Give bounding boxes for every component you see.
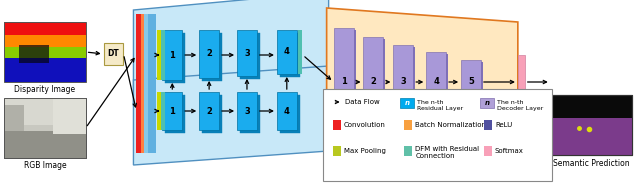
Bar (145, 14, 148, 102)
Bar (480, 98, 494, 108)
Bar (141, 83, 145, 153)
Text: 2: 2 (206, 106, 212, 115)
Text: 2: 2 (371, 77, 376, 86)
Bar (4, 98, 86, 158)
Bar (240, 95, 260, 133)
Bar (428, 54, 448, 114)
FancyBboxPatch shape (323, 89, 552, 181)
Bar (152, 14, 156, 102)
Text: Convolution: Convolution (344, 122, 385, 128)
Bar (165, 33, 185, 83)
Polygon shape (134, 0, 328, 106)
Bar (277, 92, 297, 130)
Bar (161, 92, 165, 130)
Bar (53, 98, 86, 134)
Bar (484, 120, 492, 130)
Text: RGB Image: RGB Image (24, 161, 66, 171)
Bar (136, 14, 141, 102)
Text: Semantic Prediction: Semantic Prediction (553, 158, 630, 168)
Bar (396, 46, 415, 121)
Bar (237, 92, 257, 130)
Text: 4: 4 (284, 106, 290, 115)
Text: 5: 5 (468, 77, 474, 86)
Text: 4: 4 (433, 77, 439, 86)
Bar (298, 30, 301, 74)
Bar (4, 58, 86, 82)
Text: Max Pooling: Max Pooling (344, 148, 385, 154)
Bar (199, 30, 219, 78)
Bar (4, 22, 86, 35)
Bar (364, 37, 383, 127)
Bar (4, 131, 86, 158)
Bar (152, 83, 156, 153)
Bar (333, 146, 340, 156)
Bar (550, 95, 632, 155)
Text: 1: 1 (170, 51, 175, 59)
Bar (161, 30, 165, 80)
Text: Data Flow: Data Flow (344, 99, 380, 105)
Bar (141, 14, 145, 102)
Text: DFM with Residual
Connection: DFM with Residual Connection (415, 146, 479, 159)
Bar (518, 55, 525, 133)
Bar (104, 43, 124, 65)
Bar (365, 39, 385, 129)
Bar (394, 45, 413, 120)
Bar (404, 120, 412, 130)
Bar (157, 92, 161, 130)
Bar (148, 14, 152, 102)
Bar (461, 59, 481, 105)
Bar (280, 33, 300, 77)
Text: The n-th
Decoder Layer: The n-th Decoder Layer (497, 100, 543, 111)
Text: Batch Normalization: Batch Normalization (415, 122, 486, 128)
Text: n: n (404, 100, 410, 106)
Bar (4, 98, 86, 158)
Bar (280, 95, 300, 133)
Bar (550, 118, 632, 155)
Bar (145, 83, 148, 153)
Bar (163, 92, 182, 130)
Text: Disparity Image: Disparity Image (14, 86, 76, 95)
Bar (4, 22, 86, 82)
Bar (165, 95, 185, 133)
Text: The n-th
Residual Layer: The n-th Residual Layer (417, 100, 463, 111)
Text: 1: 1 (170, 106, 175, 115)
Text: 3: 3 (244, 106, 250, 115)
Bar (401, 98, 414, 108)
Bar (404, 146, 412, 156)
Bar (277, 30, 297, 74)
Text: 4: 4 (284, 48, 290, 57)
Bar (550, 95, 632, 155)
Bar (202, 95, 222, 133)
Bar (333, 28, 353, 136)
Text: ReLU: ReLU (495, 122, 512, 128)
Bar (237, 30, 257, 76)
Bar (19, 45, 49, 63)
Text: n: n (484, 100, 490, 106)
Bar (333, 120, 340, 130)
Bar (4, 98, 86, 125)
Polygon shape (326, 8, 518, 155)
Bar (202, 33, 222, 81)
Bar (199, 92, 219, 130)
Bar (484, 146, 492, 156)
Text: Softmax: Softmax (495, 148, 524, 154)
Bar (4, 22, 86, 82)
Text: 3: 3 (244, 49, 250, 58)
Bar (335, 30, 355, 138)
Polygon shape (134, 66, 328, 165)
Text: 3: 3 (401, 77, 406, 86)
Bar (148, 83, 152, 153)
Bar (136, 83, 141, 153)
Bar (4, 47, 86, 58)
Bar (157, 30, 161, 80)
Bar (4, 35, 86, 47)
Bar (463, 61, 483, 106)
Bar (240, 33, 260, 79)
Text: 1: 1 (340, 77, 346, 86)
Text: 2: 2 (206, 49, 212, 58)
Text: DT: DT (108, 49, 120, 58)
Bar (426, 52, 446, 112)
Bar (4, 105, 24, 138)
Bar (163, 30, 182, 80)
